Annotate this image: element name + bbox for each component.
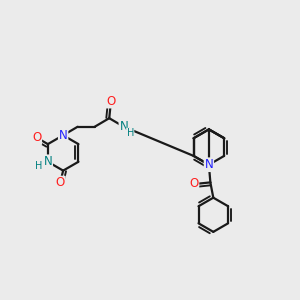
Text: N: N (59, 129, 68, 142)
Text: H: H (35, 161, 43, 171)
Text: O: O (56, 176, 65, 190)
Text: O: O (106, 94, 115, 108)
Text: N: N (119, 120, 128, 133)
Text: N: N (205, 158, 213, 171)
Text: H: H (127, 128, 134, 138)
Text: O: O (189, 177, 199, 190)
Text: N: N (44, 155, 52, 168)
Text: O: O (32, 131, 41, 144)
